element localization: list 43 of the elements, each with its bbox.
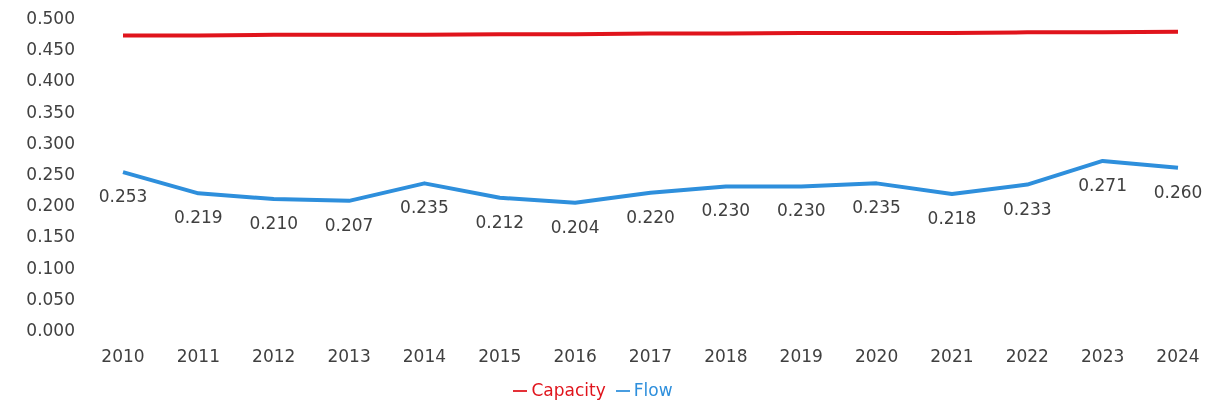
- x-tick-label: 2013: [327, 346, 371, 367]
- x-tick-label: 2011: [176, 346, 220, 367]
- data-label: 0.253: [98, 186, 148, 207]
- y-tick-label: 0.050: [26, 288, 75, 309]
- data-label: 0.212: [475, 211, 525, 232]
- y-tick-label: 0.100: [26, 257, 75, 278]
- x-tick-label: 2018: [704, 346, 748, 367]
- y-tick-label: 0.300: [26, 132, 75, 153]
- y-tick-label: 0.000: [26, 320, 75, 341]
- x-tick-label: 2020: [854, 346, 899, 367]
- y-tick-label: 0.450: [26, 39, 75, 60]
- data-label: 0.207: [324, 214, 374, 235]
- y-tick-label: 0.250: [26, 164, 75, 185]
- x-tick-label: 2022: [1005, 346, 1049, 367]
- data-label: 0.219: [174, 207, 223, 228]
- data-label: 0.235: [852, 197, 901, 218]
- x-tick-label: 2023: [1081, 346, 1125, 367]
- x-tick-label: 2012: [252, 346, 296, 367]
- y-tick-label: 0.200: [26, 195, 75, 216]
- y-tick-label: 0.400: [26, 70, 75, 91]
- y-tick-label: 0.500: [26, 8, 75, 29]
- x-tick-label: 2014: [402, 346, 447, 367]
- data-label: 0.230: [701, 200, 751, 221]
- x-tick-label: 2019: [779, 346, 823, 367]
- x-tick-label: 2017: [628, 346, 673, 367]
- data-label: 0.220: [626, 206, 675, 227]
- legend-label: Capacity: [531, 380, 606, 400]
- legend-label: Flow: [633, 380, 673, 400]
- data-label: 0.210: [249, 212, 299, 233]
- x-tick-label: 2024: [1156, 346, 1200, 367]
- y-tick-label: 0.150: [26, 226, 75, 247]
- x-tick-label: 2021: [930, 346, 974, 367]
- x-tick-label: 2010: [101, 346, 145, 367]
- data-label: 0.260: [1153, 181, 1203, 202]
- data-label: 0.218: [927, 207, 977, 228]
- data-label: 0.204: [550, 216, 600, 237]
- y-tick-label: 0.350: [26, 101, 75, 122]
- data-label: 0.230: [776, 200, 826, 221]
- x-tick-label: 2015: [478, 346, 522, 367]
- data-label: 0.271: [1078, 174, 1127, 195]
- data-label: 0.235: [400, 197, 449, 218]
- x-tick-label: 2016: [553, 346, 597, 367]
- data-label: 0.233: [1002, 198, 1052, 219]
